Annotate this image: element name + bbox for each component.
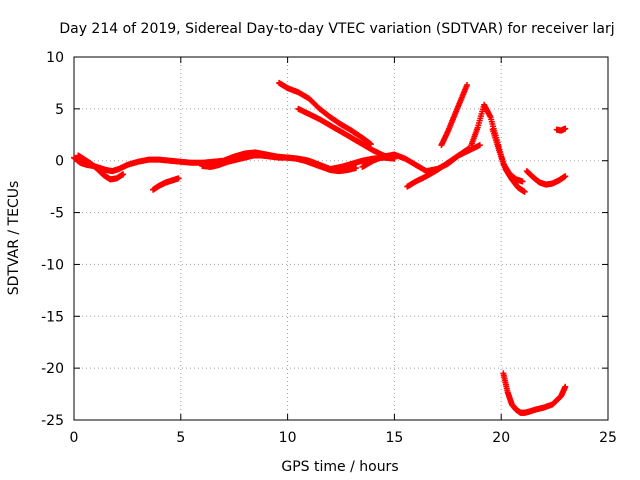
x-axis-label: GPS time / hours [281, 459, 398, 475]
series-arc-low-2 [150, 175, 182, 193]
x-tick-label: 25 [599, 430, 617, 446]
y-axis-label: SDTVAR / TECUs [6, 181, 22, 296]
axis-ticks: 0 5 10 15 20 25 10 5 0 -5 -10 -15 -20 -25 [41, 50, 617, 446]
x-tick-label: 10 [279, 430, 297, 446]
series-arc-descending [276, 79, 374, 148]
series-arc-bottom [500, 370, 569, 416]
y-tick-label: -20 [41, 361, 64, 377]
data-marks [71, 79, 569, 416]
chart-title: Day 214 of 2019, Sidereal Day-to-day VTE… [59, 21, 614, 37]
series-arc-spike [438, 82, 471, 149]
y-tick-label: 10 [46, 50, 64, 66]
series-arc-drop [489, 126, 528, 195]
x-tick-label: 0 [70, 430, 79, 446]
data-point [521, 188, 528, 195]
y-tick-label: -15 [41, 309, 64, 325]
data-point [476, 142, 483, 149]
x-tick-label: 15 [385, 430, 403, 446]
data-point [519, 178, 526, 185]
series-arc-tail-small [523, 168, 569, 188]
data-point [562, 383, 569, 390]
series-arc-isolated [553, 125, 569, 134]
y-tick-label: -25 [41, 413, 64, 429]
series-arc-low-1 [75, 152, 127, 183]
y-tick-label: -10 [41, 257, 64, 273]
grid [74, 57, 608, 420]
series-arc-low-3 [199, 152, 359, 175]
data-point [352, 164, 359, 171]
plot-frame [73, 56, 609, 421]
y-tick-label: 5 [55, 102, 64, 118]
x-tick-label: 20 [492, 430, 510, 446]
data-point [562, 173, 569, 180]
y-tick-label: -5 [50, 206, 64, 222]
series-arc-rising-1 [295, 105, 398, 162]
series-arc-lower-band [404, 142, 483, 190]
data-point [464, 82, 471, 89]
data-point [562, 125, 569, 132]
y-tick-label: 0 [55, 154, 64, 170]
data-point [175, 175, 182, 182]
data-point [120, 171, 127, 178]
x-tick-label: 5 [176, 430, 185, 446]
